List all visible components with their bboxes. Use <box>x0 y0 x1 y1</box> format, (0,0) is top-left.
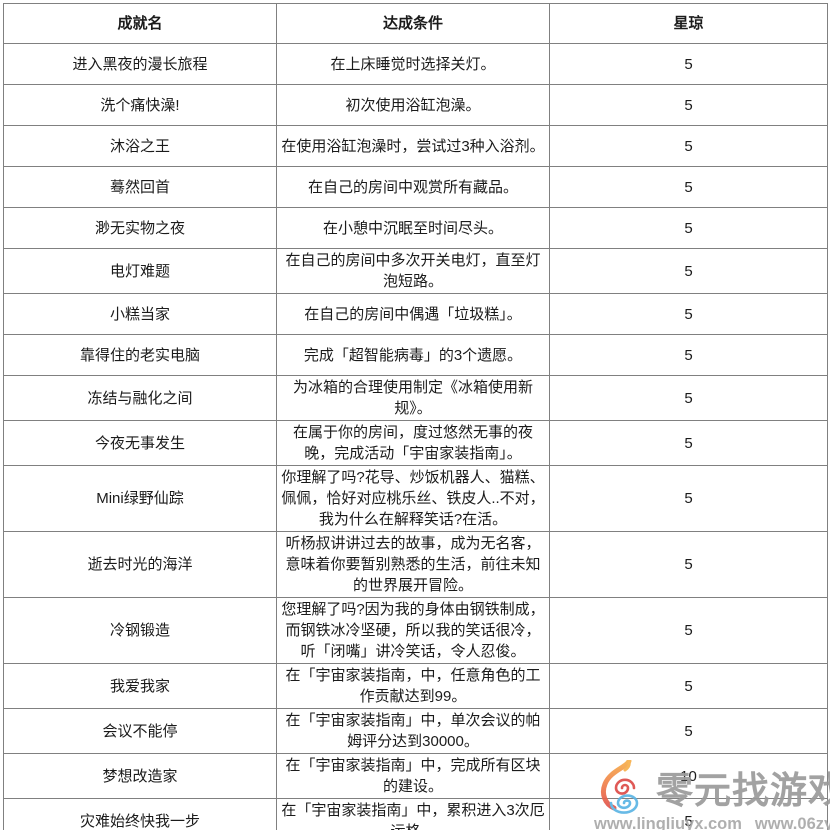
achievement-name-cell: 沐浴之王 <box>3 125 277 167</box>
achievement-name-cell: 灾难始终快我一步 <box>3 798 277 830</box>
table-row: 冷钢锻造 您理解了吗?因为我的身体由钢铁制成，而钢铁冰冷坚硬，所以我的笑话很冷，… <box>3 597 828 664</box>
achievement-reward-cell: 10 <box>549 753 828 799</box>
achievement-condition-cell: 在「宇宙家装指南」中，累积进入3次厄运格。 <box>276 798 550 830</box>
achievement-name-cell: 今夜无事发生 <box>3 420 277 466</box>
column-header-achievement-name: 成就名 <box>3 3 277 44</box>
achievement-condition-cell: 在使用浴缸泡澡时，尝试过3种入浴剂。 <box>276 125 550 167</box>
achievement-condition-cell: 你理解了吗?花导、炒饭机器人、猫糕、佩佩，恰好对应桃乐丝、铁皮人..不对，我为什… <box>276 465 550 532</box>
achievement-reward-cell: 5 <box>549 375 828 421</box>
achievement-name-cell: 逝去时光的海洋 <box>3 531 277 598</box>
achievement-name-cell: 会议不能停 <box>3 708 277 754</box>
achievement-reward-cell: 5 <box>549 531 828 598</box>
achievement-reward-cell: 5 <box>549 166 828 208</box>
achievement-name-cell: 电灯难题 <box>3 248 277 294</box>
achievement-condition-cell: 在上床睡觉时选择关灯。 <box>276 43 550 85</box>
achievement-condition-cell: 在小憩中沉眠至时间尽头。 <box>276 207 550 249</box>
table-row: Mini绿野仙踪 你理解了吗?花导、炒饭机器人、猫糕、佩佩，恰好对应桃乐丝、铁皮… <box>3 465 828 532</box>
achievement-reward-cell: 5 <box>549 708 828 754</box>
achievements-table: 成就名 达成条件 星琼 进入黑夜的漫长旅程 在上床睡觉时选择关灯。 5 洗个痛快… <box>3 3 828 830</box>
achievement-reward-cell: 5 <box>549 125 828 167</box>
achievement-condition-cell: 听杨叔讲讲过去的故事，成为无名客，意味着你要暂别熟悉的生活，前往未知的世界展开冒… <box>276 531 550 598</box>
achievement-name-cell: 渺无实物之夜 <box>3 207 277 249</box>
achievement-reward-cell: 5 <box>549 663 828 709</box>
table-row: 沐浴之王 在使用浴缸泡澡时，尝试过3种入浴剂。 5 <box>3 125 828 167</box>
table-row: 梦想改造家 在「宇宙家装指南」中，完成所有区块的建设。 10 <box>3 753 828 799</box>
achievement-name-cell: 靠得住的老实电脑 <box>3 334 277 376</box>
table-row: 靠得住的老实电脑 完成「超智能病毒」的3个遗愿。 5 <box>3 334 828 376</box>
achievement-name-cell: Mini绿野仙踪 <box>3 465 277 532</box>
achievement-reward-cell: 5 <box>549 420 828 466</box>
table-row: 会议不能停 在「宇宙家装指南」中，单次会议的帕姆评分达到30000。 5 <box>3 708 828 754</box>
achievement-reward-cell: 5 <box>549 334 828 376</box>
table-row: 今夜无事发生 在属于你的房间，度过悠然无事的夜晚，完成活动「宇宙家装指南」。 5 <box>3 420 828 466</box>
achievement-name-cell: 冷钢锻造 <box>3 597 277 664</box>
achievement-name-cell: 进入黑夜的漫长旅程 <box>3 43 277 85</box>
achievement-condition-cell: 在自己的房间中多次开关电灯，直至灯泡短路。 <box>276 248 550 294</box>
table-row: 蓦然回首 在自己的房间中观赏所有藏品。 5 <box>3 166 828 208</box>
achievement-condition-cell: 您理解了吗?因为我的身体由钢铁制成，而钢铁冰冷坚硬，所以我的笑话很冷，听「闭嘴」… <box>276 597 550 664</box>
achievement-reward-cell: 5 <box>549 207 828 249</box>
achievement-name-cell: 蓦然回首 <box>3 166 277 208</box>
achievement-condition-cell: 完成「超智能病毒」的3个遗愿。 <box>276 334 550 376</box>
table-row: 渺无实物之夜 在小憩中沉眠至时间尽头。 5 <box>3 207 828 249</box>
table-row: 冻结与融化之间 为冰箱的合理使用制定《冰箱使用新规》。 5 <box>3 375 828 421</box>
achievement-condition-cell: 在「宇宙家装指南，中，任意角色的工作贡献达到99。 <box>276 663 550 709</box>
achievement-name-cell: 小糕当家 <box>3 293 277 335</box>
achievement-reward-cell: 5 <box>549 798 828 830</box>
table-row: 洗个痛快澡! 初次使用浴缸泡澡。 5 <box>3 84 828 126</box>
achievement-condition-cell: 初次使用浴缸泡澡。 <box>276 84 550 126</box>
table-row: 我爱我家 在「宇宙家装指南，中，任意角色的工作贡献达到99。 5 <box>3 663 828 709</box>
achievement-condition-cell: 在「宇宙家装指南」中，完成所有区块的建设。 <box>276 753 550 799</box>
achievement-condition-cell: 在「宇宙家装指南」中，单次会议的帕姆评分达到30000。 <box>276 708 550 754</box>
table-row: 小糕当家 在自己的房间中偶遇「垃圾糕」。 5 <box>3 293 828 335</box>
achievement-reward-cell: 5 <box>549 84 828 126</box>
achievement-name-cell: 洗个痛快澡! <box>3 84 277 126</box>
achievement-reward-cell: 5 <box>549 43 828 85</box>
header-row: 成就名 达成条件 星琼 <box>3 3 828 44</box>
column-header-condition: 达成条件 <box>276 3 550 44</box>
column-header-stellar-jade: 星琼 <box>549 3 828 44</box>
achievement-name-cell: 冻结与融化之间 <box>3 375 277 421</box>
achievement-reward-cell: 5 <box>549 293 828 335</box>
achievement-name-cell: 我爱我家 <box>3 663 277 709</box>
achievement-condition-cell: 在属于你的房间，度过悠然无事的夜晚，完成活动「宇宙家装指南」。 <box>276 420 550 466</box>
table-row: 电灯难题 在自己的房间中多次开关电灯，直至灯泡短路。 5 <box>3 248 828 294</box>
table-row: 进入黑夜的漫长旅程 在上床睡觉时选择关灯。 5 <box>3 43 828 85</box>
achievement-reward-cell: 5 <box>549 248 828 294</box>
table-row: 灾难始终快我一步 在「宇宙家装指南」中，累积进入3次厄运格。 5 <box>3 798 828 830</box>
achievement-condition-cell: 在自己的房间中观赏所有藏品。 <box>276 166 550 208</box>
achievement-reward-cell: 5 <box>549 465 828 532</box>
table-row: 逝去时光的海洋 听杨叔讲讲过去的故事，成为无名客，意味着你要暂别熟悉的生活，前往… <box>3 531 828 598</box>
achievement-reward-cell: 5 <box>549 597 828 664</box>
achievement-condition-cell: 为冰箱的合理使用制定《冰箱使用新规》。 <box>276 375 550 421</box>
achievement-condition-cell: 在自己的房间中偶遇「垃圾糕」。 <box>276 293 550 335</box>
achievement-name-cell: 梦想改造家 <box>3 753 277 799</box>
